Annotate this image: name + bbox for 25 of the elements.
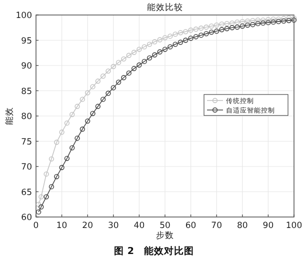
x-tick-label: 10 [56,221,68,231]
y-tick-label: 90 [21,62,32,72]
x-tick-label: 40 [134,221,145,231]
y-tick-label: 60 [21,213,32,223]
y-tick-label: 75 [21,137,32,148]
x-axis-title: 步数 [156,230,174,241]
x-tick-label: 100 [286,221,302,231]
x-tick-label: 80 [236,221,248,231]
chart-title: 能效比较 [147,2,183,13]
x-tick-label: 20 [82,221,94,231]
y-tick-label: 100 [16,11,32,21]
y-tick-label: 95 [21,36,32,46]
x-tick-label: 30 [108,221,119,231]
x-tick-label: 70 [211,221,222,231]
x-tick-label: 50 [160,221,170,231]
y-tick-label: 65 [21,188,32,198]
caption: 图 2 能效对比图 [114,245,194,257]
x-tick-label: 60 [185,221,196,231]
y-axis-title: 能效 [4,107,15,125]
x-tick-label: 0 [33,221,39,231]
point [36,209,42,215]
y-tick-label: 85 [21,86,32,97]
y-tick-label: 70 [21,162,32,172]
y-tick-label: 80 [21,112,32,122]
x-tick-label: 90 [262,221,274,231]
